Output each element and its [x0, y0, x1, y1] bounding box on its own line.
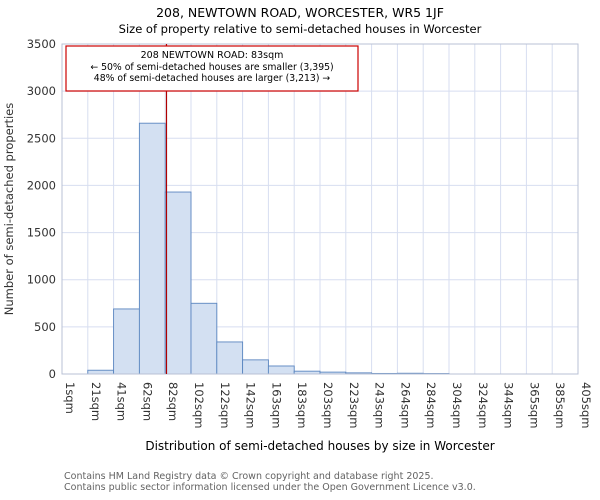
x-tick-label: 264sqm — [398, 382, 412, 428]
x-tick-label: 21sqm — [89, 382, 103, 421]
y-tick-label: 2500 — [27, 131, 56, 145]
x-tick-label: 62sqm — [140, 382, 154, 421]
x-tick-label: 203sqm — [321, 382, 335, 428]
histogram-bar — [216, 341, 244, 375]
x-tick-label: 405sqm — [579, 382, 593, 428]
page-subtitle: Size of property relative to semi-detach… — [118, 22, 482, 36]
footer-line-2: Contains public sector information licen… — [64, 482, 476, 493]
x-tick-label: 163sqm — [269, 382, 283, 428]
footer: Contains HM Land Registry data © Crown c… — [64, 471, 476, 493]
histogram-bar — [113, 308, 140, 375]
x-tick-label: 324sqm — [476, 382, 490, 428]
y-tick-label: 1000 — [27, 273, 56, 287]
histogram-bar — [138, 122, 166, 375]
x-tick-label: 304sqm — [450, 382, 464, 428]
x-tick-label: 183sqm — [295, 382, 309, 428]
x-tick-label: 122sqm — [218, 382, 232, 428]
x-tick-label: 385sqm — [553, 382, 567, 428]
histogram-bar — [267, 365, 295, 375]
histogram-bar — [164, 191, 192, 375]
histogram-bar — [242, 359, 269, 375]
histogram-chart: 0 500 1000 1500 2000 2500 3000 3500 208 NEWTOWN … — [2, 38, 593, 453]
plot-frame — [61, 43, 579, 375]
annotation-line-3: 48% of semi-detached houses are larger (… — [94, 73, 331, 84]
x-tick-label: 1sqm — [63, 382, 77, 414]
y-axis-title: Number of semi-detached properties — [2, 103, 16, 315]
y-tick-label: 3500 — [27, 38, 56, 51]
x-tick-label: 284sqm — [424, 382, 438, 428]
page-title: 208, NEWTOWN ROAD, WORCESTER, WR5 1JF — [156, 5, 444, 20]
footer-line-1: Contains HM Land Registry data © Crown c… — [64, 471, 434, 482]
annotation-box — [65, 45, 359, 92]
x-axis-title: Distribution of semi-detached houses by … — [145, 439, 494, 453]
x-tick-label: 82sqm — [166, 382, 180, 421]
annotation-line-1: 208 NEWTOWN ROAD: 83sqm — [141, 50, 284, 61]
y-tick-label: 1500 — [27, 226, 56, 240]
y-tick-label: 500 — [34, 320, 56, 334]
y-tick-label: 3000 — [27, 84, 56, 98]
x-tick-label: 41sqm — [115, 382, 129, 421]
x-tick-label: 243sqm — [373, 382, 387, 428]
x-tick-label: 102sqm — [192, 382, 206, 428]
histogram-bar — [87, 369, 115, 375]
x-tick-label: 142sqm — [244, 382, 258, 428]
x-tick-label: 365sqm — [527, 382, 541, 428]
annotation-line-2: ← 50% of semi-detached houses are smalle… — [90, 62, 333, 73]
x-tick-label: 223sqm — [347, 382, 361, 428]
y-tick-label: 0 — [49, 367, 56, 381]
x-tick-label: 344sqm — [502, 382, 516, 428]
y-tick-label: 2000 — [27, 178, 56, 192]
histogram-bar — [190, 302, 218, 375]
